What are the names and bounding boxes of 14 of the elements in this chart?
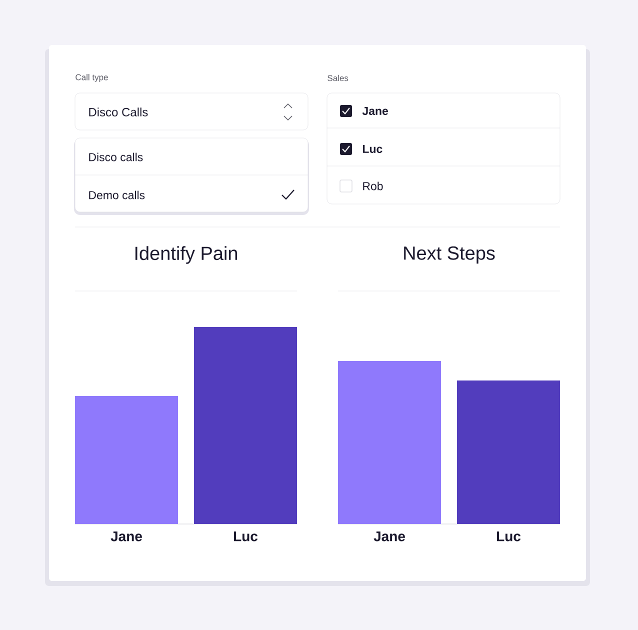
text: Disco Calls xyxy=(89,108,148,116)
text: Luc xyxy=(362,144,382,154)
x-tick-label: Jane xyxy=(374,532,405,542)
text: Call type xyxy=(76,74,108,82)
text: Demo calls xyxy=(89,190,145,200)
text: Jane xyxy=(362,106,388,116)
text: Disco calls xyxy=(89,152,143,162)
chart-title: Identify Pain xyxy=(135,246,238,264)
x-tick-label: Luc xyxy=(234,532,258,542)
x-tick-label: Luc xyxy=(497,532,521,542)
text: Rob xyxy=(363,182,383,190)
text: Sales xyxy=(328,74,348,82)
x-tick-label: Jane xyxy=(110,532,142,542)
chart-title: Next Steps xyxy=(404,246,495,264)
